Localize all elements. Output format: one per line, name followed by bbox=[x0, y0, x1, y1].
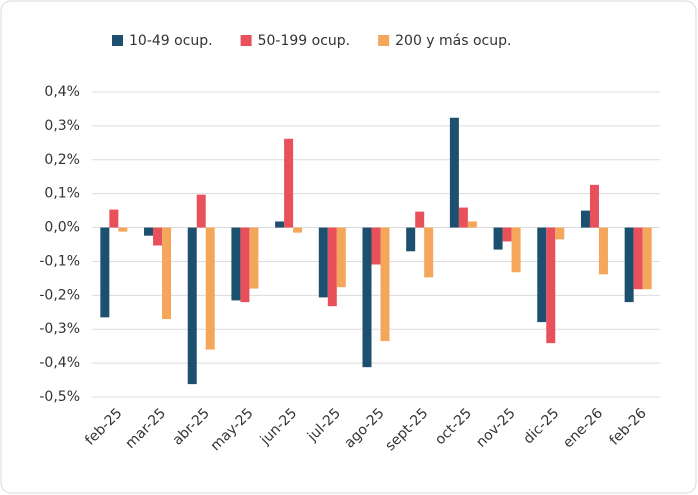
bar bbox=[162, 227, 172, 320]
y-tick-label: -0,1% bbox=[39, 253, 80, 269]
bar bbox=[589, 184, 599, 228]
bar bbox=[537, 227, 547, 323]
bar bbox=[406, 227, 416, 252]
bar bbox=[380, 227, 390, 342]
bar bbox=[449, 117, 459, 228]
y-tick-label: 0,2% bbox=[44, 152, 80, 168]
bar bbox=[327, 227, 337, 307]
bar bbox=[511, 227, 521, 273]
bar bbox=[633, 227, 643, 290]
bar bbox=[249, 227, 259, 289]
bar bbox=[118, 227, 128, 232]
y-tick-label: -0,3% bbox=[39, 321, 80, 337]
bar bbox=[318, 227, 328, 298]
bar bbox=[293, 227, 303, 233]
bar bbox=[109, 209, 119, 228]
bar bbox=[231, 227, 241, 301]
bar bbox=[493, 227, 503, 250]
bar bbox=[467, 221, 477, 228]
y-tick-label: -0,2% bbox=[39, 287, 80, 303]
bar bbox=[642, 227, 652, 290]
bar bbox=[240, 227, 250, 303]
bar bbox=[424, 227, 434, 278]
legend-label: 200 y más ocup. bbox=[395, 33, 511, 49]
bar bbox=[415, 211, 425, 228]
legend-swatch bbox=[240, 35, 252, 46]
y-tick-label: -0,4% bbox=[39, 355, 80, 371]
bar bbox=[362, 227, 372, 368]
bar bbox=[205, 227, 215, 350]
y-tick-label: 0,4% bbox=[44, 84, 80, 100]
bar bbox=[187, 227, 197, 385]
bar bbox=[502, 227, 512, 242]
bar bbox=[284, 138, 294, 228]
bar bbox=[144, 227, 154, 236]
y-tick-label: 0,0% bbox=[44, 220, 80, 236]
bar bbox=[624, 227, 634, 303]
bar bbox=[546, 227, 556, 344]
bar bbox=[100, 227, 110, 318]
bar bbox=[598, 227, 608, 275]
legend-swatch bbox=[112, 35, 123, 46]
legend-swatch bbox=[378, 35, 390, 46]
legend-label: 50-199 ocup. bbox=[258, 33, 351, 49]
legend-label: 10-49 ocup. bbox=[129, 33, 213, 49]
bar bbox=[336, 227, 346, 288]
y-tick-label: 0,1% bbox=[44, 186, 80, 202]
y-tick-label: -0,5% bbox=[39, 389, 80, 405]
bar bbox=[580, 210, 590, 228]
bar bbox=[458, 207, 468, 228]
bar bbox=[196, 194, 206, 228]
y-tick-label: 0,3% bbox=[44, 118, 80, 134]
bar bbox=[275, 221, 285, 228]
bar bbox=[153, 227, 163, 246]
bar bbox=[371, 227, 381, 265]
bar bbox=[555, 227, 565, 240]
